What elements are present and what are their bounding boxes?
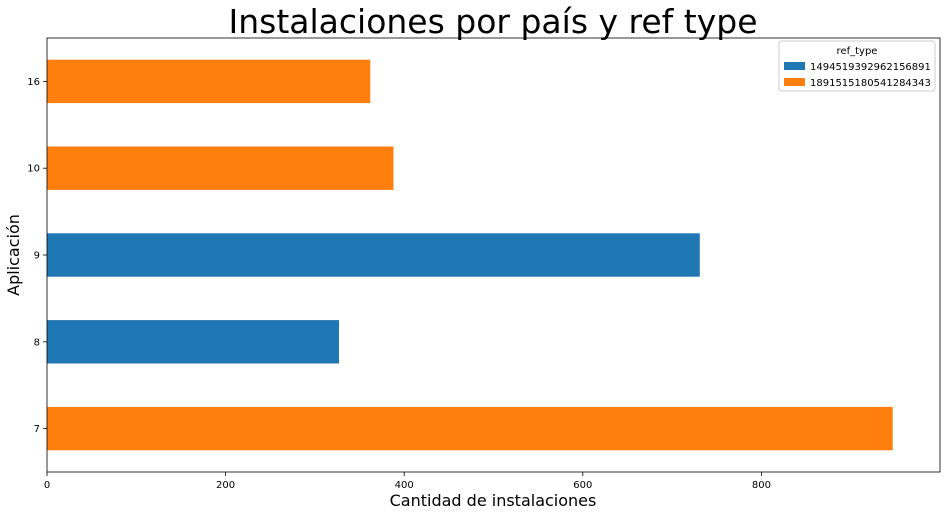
chart-title: Instalaciones por país y ref type	[229, 2, 758, 41]
bar-9-series-0	[47, 233, 700, 277]
bar-10-series-1	[47, 146, 394, 190]
y-tick-label: 7	[34, 424, 40, 435]
y-tick-label: 8	[34, 337, 40, 348]
legend-swatch	[784, 78, 805, 86]
x-tick-label: 200	[216, 480, 235, 491]
y-tick-label: 9	[34, 251, 40, 262]
y-axis: 7 8 9 10 16	[27, 77, 47, 435]
legend-entry: 1494519392962156891	[810, 62, 931, 73]
bar-16-series-1	[47, 59, 371, 104]
x-tick-label: 400	[395, 480, 414, 491]
x-tick-label: 0	[44, 480, 50, 491]
x-axis-label: Cantidad de instalaciones	[390, 491, 597, 510]
legend-entry: 1891515180541284343	[810, 78, 931, 89]
legend-swatch	[784, 62, 805, 70]
legend-box	[778, 40, 936, 92]
bar-7-series-1	[47, 406, 893, 451]
bar-8-series-0	[47, 320, 340, 364]
x-tick-label: 800	[752, 480, 771, 491]
x-axis: 0 200 400 600 800	[44, 472, 771, 491]
y-axis-label: Aplicación	[4, 214, 23, 296]
legend-title: ref_type	[837, 46, 878, 57]
legend: ref_type 1494519392962156891 1891515180541…	[778, 40, 936, 92]
y-tick-label: 16	[27, 77, 40, 88]
x-tick-label: 600	[573, 480, 592, 491]
y-tick-label: 10	[27, 164, 40, 175]
plot-area	[46, 37, 941, 473]
